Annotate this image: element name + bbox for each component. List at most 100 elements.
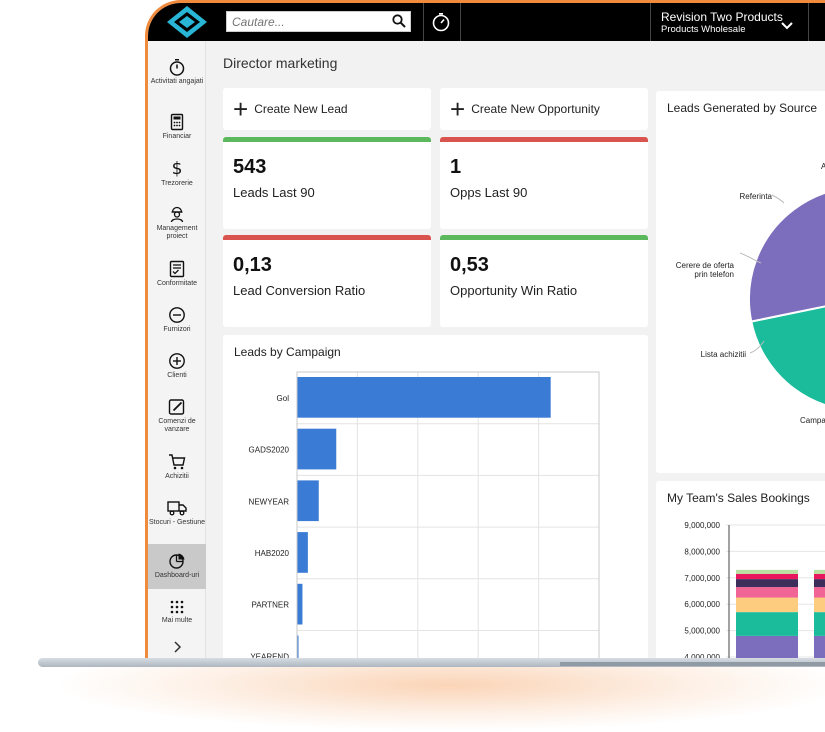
sidebar-item-activitati[interactable]: Activitati angajati xyxy=(148,58,206,86)
stack-segment xyxy=(814,587,825,598)
device-base-edge xyxy=(560,662,825,666)
grid-icon xyxy=(170,600,184,614)
app-screen: Revision Two Products Products Wholesale… xyxy=(148,3,825,662)
stack-segment xyxy=(736,635,798,662)
kpi-card-lead-conversion[interactable]: 0,13 Lead Conversion Ratio xyxy=(223,235,431,327)
company-switcher[interactable]: Revision Two Products Products Wholesale xyxy=(661,10,783,36)
bar xyxy=(297,480,319,522)
sidebar-item-stocuri[interactable]: Stocuri - Gestiune xyxy=(148,499,206,527)
company-subtitle: Products Wholesale xyxy=(661,24,746,35)
sidebar-item-label: Conformitate xyxy=(156,280,198,287)
stack-segment xyxy=(814,569,825,574)
y-tick-label: 8,000,000 xyxy=(684,547,720,556)
search-input[interactable] xyxy=(227,12,387,31)
sidebar-item-label: Trezorerie xyxy=(161,180,193,187)
kpi-value: 0,53 xyxy=(450,254,489,276)
app-logo[interactable] xyxy=(162,4,212,40)
sidebar-expand[interactable] xyxy=(148,641,206,653)
page-title: Director marketing xyxy=(223,55,338,71)
leader-line xyxy=(739,252,762,264)
kpi-label: Lead Conversion Ratio xyxy=(233,283,366,298)
stack-segment xyxy=(736,573,798,580)
divider xyxy=(460,3,461,41)
dollar-icon: $ xyxy=(172,159,183,178)
plus-icon: + xyxy=(233,94,249,124)
sidebar-item-label: Furnizori xyxy=(163,326,191,333)
search-box[interactable] xyxy=(226,11,411,32)
bar xyxy=(297,635,299,662)
chart-title: Leads by Campaign xyxy=(234,345,341,359)
stack-segment xyxy=(736,587,798,598)
y-tick-label: 4,000,000 xyxy=(684,653,720,662)
create-opportunity-button[interactable]: + Create New Opportunity xyxy=(440,88,648,130)
stack-segment xyxy=(736,569,798,574)
kpi-card-leads[interactable]: 543 Leads Last 90 xyxy=(223,137,431,229)
category-label: HAB2020 xyxy=(255,549,290,558)
y-tick-label: 6,000,000 xyxy=(684,600,720,609)
chevron-down-icon[interactable] xyxy=(781,17,793,35)
leads-by-source-card: Leads Generated by Source Alta Referinta C… xyxy=(656,91,825,473)
stack-segment xyxy=(814,635,825,662)
kpi-label: Opportunity Win Ratio xyxy=(450,283,578,298)
company-name: Revision Two Products xyxy=(661,10,783,24)
chart-title: Leads Generated by Source xyxy=(667,101,818,115)
edit-icon xyxy=(168,399,185,415)
top-bar: Revision Two Products Products Wholesale xyxy=(148,3,825,41)
chart-title: My Team's Sales Bookings xyxy=(667,491,810,505)
y-tick-label: 5,000,000 xyxy=(684,627,720,636)
stack-segment xyxy=(814,612,825,636)
search-icon[interactable] xyxy=(392,14,406,33)
sidebar-item-label: Clienti xyxy=(167,372,187,379)
sales-bookings-card: My Team's Sales Bookings 9,000,000 8,000,… xyxy=(656,481,825,662)
stack-segment xyxy=(736,579,798,588)
stopwatch-icon xyxy=(169,59,185,76)
kpi-card-win-ratio[interactable]: 0,53 Opportunity Win Ratio xyxy=(440,235,648,327)
kpi-value: 543 xyxy=(233,156,267,178)
calculator-icon xyxy=(170,113,184,131)
bar xyxy=(297,428,337,470)
divider xyxy=(423,3,424,41)
stack-segment xyxy=(736,612,798,636)
bar xyxy=(297,377,551,418)
chevron-right-icon[interactable] xyxy=(172,641,182,653)
sidebar-item-trezorerie[interactable]: $ Trezorerie xyxy=(148,158,206,188)
sidebar-item-furnizori[interactable]: Furnizori xyxy=(148,306,206,334)
minus-circle-icon xyxy=(169,307,185,323)
sidebar-item-financiar[interactable]: Financiar xyxy=(148,113,206,141)
sidebar-item-conformitate[interactable]: Conformitate xyxy=(148,260,206,288)
plus-circle-icon xyxy=(169,353,185,369)
leads-by-campaign-card: Leads by Campaign Gol GADS2020 NEWYEAR HAB2… xyxy=(223,335,648,662)
sidebar-item-management[interactable]: Management proiect xyxy=(148,205,206,241)
stack-segment xyxy=(736,597,798,613)
slice-label: Referinta xyxy=(740,192,773,201)
kpi-value: 1 xyxy=(450,156,462,178)
sidebar-item-label: Financiar xyxy=(162,133,192,140)
sidebar-item-dashboard[interactable]: Dashboard-uri xyxy=(148,544,206,589)
sidebar-item-label: Achizitii xyxy=(165,473,189,480)
sidebar-item-label: Activitati angajati xyxy=(150,78,204,85)
create-lead-label: Create New Lead xyxy=(254,102,348,116)
cart-icon xyxy=(169,454,186,470)
slice-label: Cerere de oferta xyxy=(676,261,735,270)
create-lead-button[interactable]: + Create New Lead xyxy=(223,88,431,130)
sidebar-item-mai-multe[interactable]: Mai multe xyxy=(148,599,206,625)
pie-slice xyxy=(748,191,825,323)
kpi-card-opps[interactable]: 1 Opps Last 90 xyxy=(440,137,648,229)
bar xyxy=(297,532,308,573)
sidebar-item-comenzi[interactable]: Comenzi de vanzare xyxy=(148,398,206,434)
timer-icon[interactable] xyxy=(431,12,451,37)
sidebar-item-achizitii[interactable]: Achizitii xyxy=(148,453,206,481)
sidebar-item-clienti[interactable]: Clienti xyxy=(148,352,206,380)
plot-border xyxy=(296,371,600,662)
leads-by-campaign-chart: Gol GADS2020 NEWYEAR HAB2020 PARTNER YEAREND xyxy=(249,371,600,662)
stack-segment xyxy=(814,597,825,613)
divider xyxy=(808,3,809,41)
category-label: PARTNER xyxy=(252,601,290,610)
kpi-label: Opps Last 90 xyxy=(450,185,528,200)
category-label: Gol xyxy=(277,394,290,403)
sales-bookings-chart: 9,000,000 8,000,000 7,000,000 6,000,000 5,00… xyxy=(684,521,825,662)
sidebar-item-label: Stocuri - Gestiune xyxy=(148,519,206,526)
divider xyxy=(650,3,651,41)
